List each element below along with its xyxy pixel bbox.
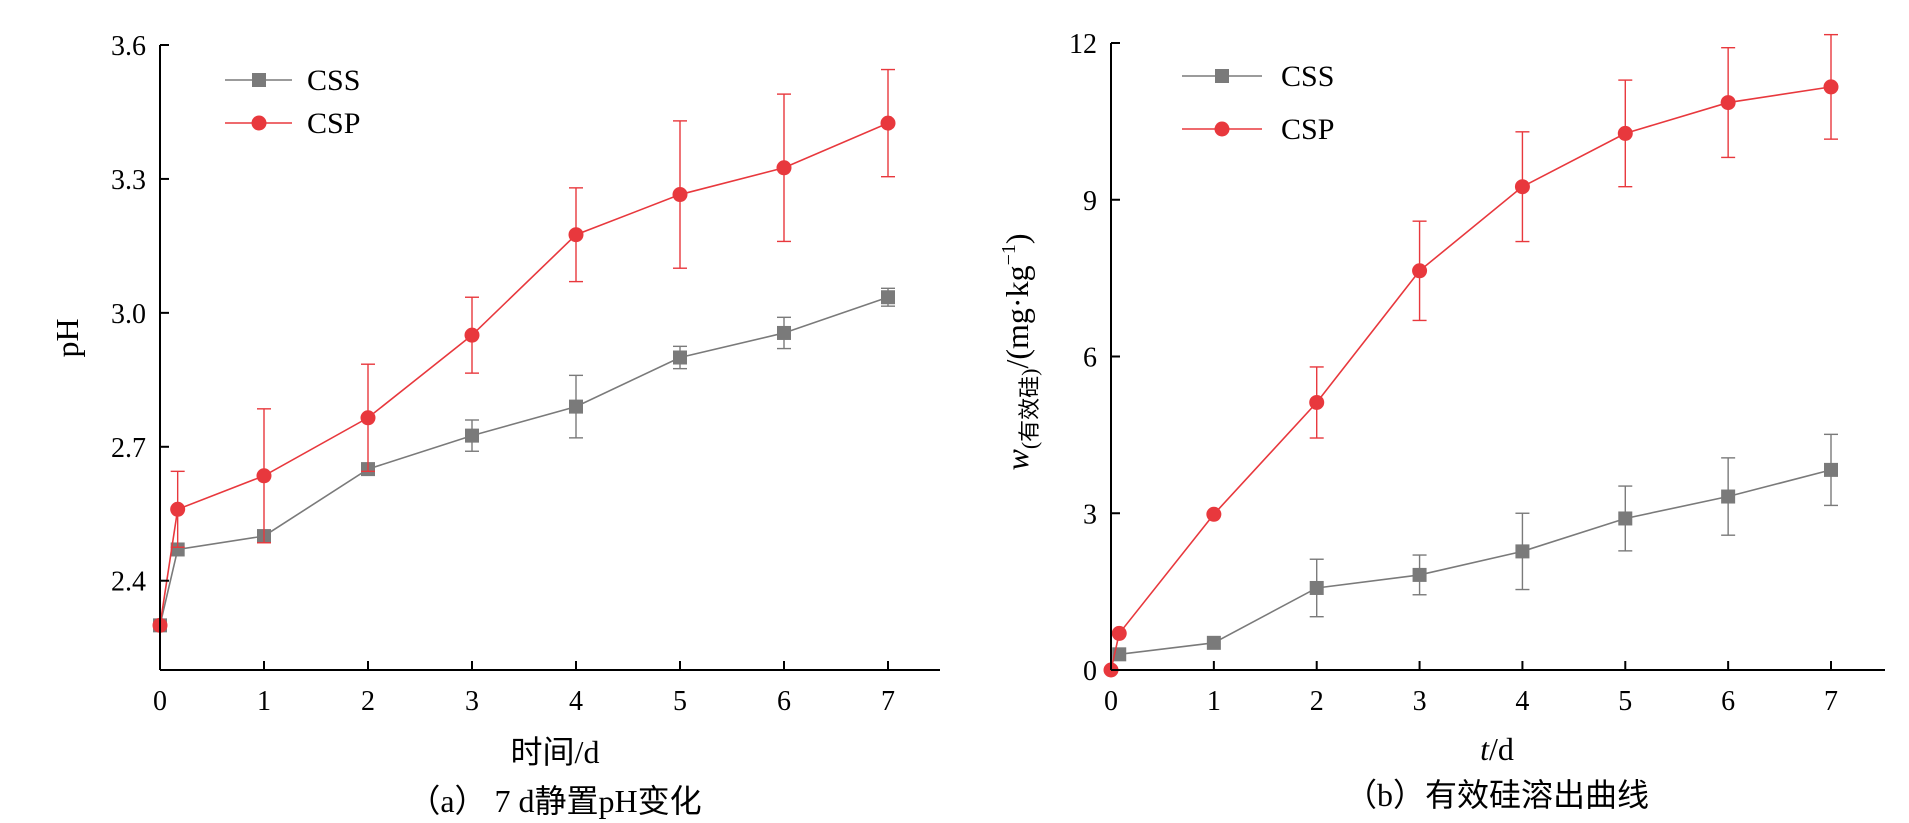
panel-b-x-axis-title: t/d [1480, 731, 1514, 767]
panel-b-caption: （b）有效硅溶出曲线 [1345, 777, 1649, 813]
panel-b-y-tick-label: 12 [1069, 29, 1097, 60]
legend-csp-marker [251, 115, 267, 131]
panel-a-y-tick-label: 2.4 [111, 567, 146, 598]
panel-a-caption: （a） 7 d静置pH变化 [408, 783, 701, 819]
legend-css-marker [252, 73, 266, 87]
panel-a-csp-point [256, 468, 272, 484]
panel-a-x-tick-label: 2 [361, 686, 375, 717]
panel-b-csp-point [1309, 394, 1325, 410]
panel-a-y-tick-label: 3.6 [111, 31, 146, 62]
panel-b-css-point [1721, 489, 1736, 504]
panel-a-css-point [170, 542, 185, 557]
panel-b-csp-point [1823, 79, 1839, 95]
panel-b-x-tick-label: 3 [1413, 686, 1427, 717]
legend-csp-label: CSP [1281, 113, 1334, 146]
panel-b-y-tick-label: 0 [1083, 656, 1097, 687]
panel-a-y-tick-label: 3.0 [111, 299, 146, 330]
panel-b-css-point [1618, 511, 1633, 526]
legend-csp-label: CSP [307, 107, 360, 140]
panel-b-csp-point [1412, 263, 1428, 279]
panel-b-x-tick-label: 7 [1824, 686, 1838, 717]
panel-a-csp-point [776, 160, 792, 176]
panel-a-x-tick-label: 7 [881, 686, 895, 717]
panel-b-x-tick-label: 6 [1721, 686, 1735, 717]
panel-a-css-point [465, 428, 479, 443]
panel-b-x-tick-label: 5 [1618, 686, 1632, 717]
panel-a-y-tick-label: 2.7 [111, 433, 146, 464]
panel-b-x-tick-label: 4 [1515, 686, 1529, 717]
panel-b-csp-point [1720, 95, 1736, 111]
panel-a-ph-chart: 0 1 2 3 4 5 6 7 2.4 2.7 3.0 3.3 3.6 pH 时间/d （a） 7 d静… [49, 31, 940, 819]
panel-a-csp-point [672, 187, 688, 203]
panel-b-csp-point [1206, 506, 1222, 522]
panel-a-csp-series-line [159, 122, 889, 626]
panel-a-csp-point [360, 410, 376, 426]
panel-a-x-tick-label: 5 [673, 686, 687, 717]
legend-css-label: CSS [1281, 60, 1334, 93]
panel-b-css-point [1309, 580, 1324, 595]
panel-a-y-tick-label: 3.3 [111, 165, 146, 196]
panel-b-x-tick-label: 0 [1104, 686, 1118, 717]
panel-b-csp-point [1617, 125, 1633, 141]
panel-b-css-point [1824, 462, 1838, 477]
panel-b-y-tick-label: 3 [1083, 499, 1097, 530]
legend-css-marker [1215, 69, 1229, 83]
panel-a-csp-point [170, 501, 186, 517]
panel-a-css-series-line [159, 296, 889, 626]
panel-a-y-axis-title: pH [49, 318, 85, 357]
panel-b-x-tick-label: 1 [1207, 686, 1221, 717]
legend-css-label: CSS [307, 64, 360, 97]
panel-a-x-tick-label: 3 [465, 686, 479, 717]
panel-a-csp-point [568, 227, 584, 243]
panel-b-csp-point [1514, 179, 1530, 195]
panel-b-css-point [1515, 544, 1530, 559]
panel-a-csp-point [880, 115, 896, 131]
panel-b-css-point [1206, 635, 1221, 650]
panel-b-y-axis-title: w(有效硅)/(mg·kg−1) [998, 233, 1042, 470]
panel-a-css-point [673, 350, 687, 365]
panel-a-marks [152, 68, 896, 633]
panel-a-css-point [881, 290, 895, 305]
panel-a-css-point [569, 399, 583, 414]
panel-b-marks [1103, 33, 1839, 678]
panel-a-x-axis-title: 时间/d [511, 734, 600, 770]
panel-b-csp-series-line [1110, 86, 1832, 671]
panel-a-x-tick-label: 0 [153, 686, 167, 717]
panel-b-y-tick-label: 9 [1083, 186, 1097, 217]
panel-b-css-series-line [1119, 469, 1832, 656]
panel-b-legend: CSS CSP [1182, 60, 1334, 146]
panel-b-csp-point [1111, 625, 1127, 641]
panel-a-csp-point [464, 327, 480, 343]
panel-b-css-point [1412, 567, 1427, 582]
panel-a-x-tick-label: 4 [569, 686, 583, 717]
panel-a-ticks: 0 1 2 3 4 5 6 7 2.4 2.7 3.0 3.3 3.6 [111, 31, 895, 717]
panel-a-x-tick-label: 1 [257, 686, 271, 717]
panel-b-x-tick-label: 2 [1310, 686, 1324, 717]
panel-a-x-tick-label: 6 [777, 686, 791, 717]
panel-a-css-point [777, 325, 791, 340]
panel-b-y-tick-label: 6 [1083, 343, 1097, 374]
legend-csp-marker [1214, 121, 1230, 137]
panel-a-legend: CSS CSP [225, 64, 360, 140]
